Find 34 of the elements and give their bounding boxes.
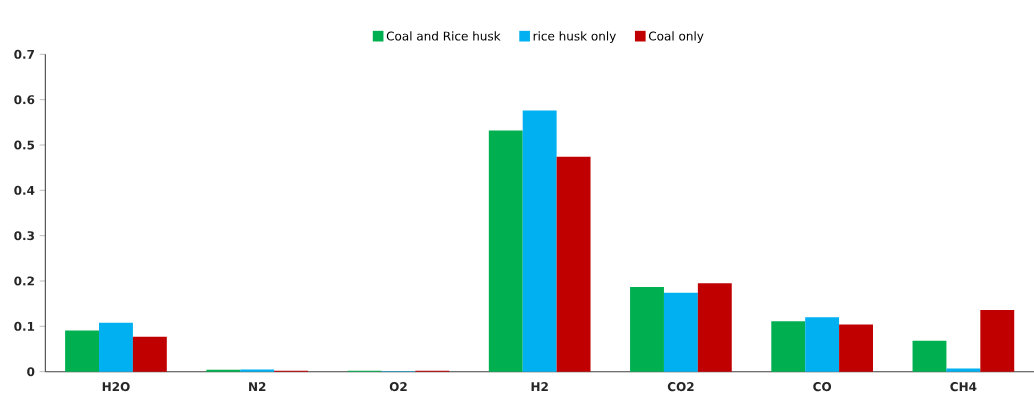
bar xyxy=(980,310,1015,372)
x-tick-label: O2 xyxy=(389,382,407,392)
legend-label: Coal only xyxy=(648,31,704,43)
y-tick-label: 0.4 xyxy=(14,185,35,195)
y-tick-label: 0.3 xyxy=(14,231,34,241)
bar xyxy=(805,317,840,372)
bar xyxy=(240,369,275,372)
bar xyxy=(132,336,167,372)
bar xyxy=(839,324,873,372)
x-tick-label: CH4 xyxy=(950,382,977,392)
bar xyxy=(771,321,806,372)
y-tick-label: 0.5 xyxy=(14,140,35,150)
bar xyxy=(488,130,523,372)
legend-label: rice husk only xyxy=(533,31,616,43)
bar xyxy=(99,322,133,372)
bar xyxy=(556,156,591,372)
bar xyxy=(697,283,732,372)
bar xyxy=(912,340,947,372)
y-tick-label: 0.1 xyxy=(14,321,35,331)
bar xyxy=(65,330,100,372)
x-tick-label: H2O xyxy=(102,382,130,392)
y-tick-label: 0.7 xyxy=(14,49,34,59)
x-tick-label: N2 xyxy=(249,382,266,391)
y-tick-label: 0 xyxy=(27,367,35,377)
bar xyxy=(663,292,698,372)
legend-label: Coal and Rice husk xyxy=(386,31,501,41)
x-tick-label: H2 xyxy=(531,382,548,391)
y-tick-label: 0.2 xyxy=(14,276,34,286)
x-tick-label: CO xyxy=(813,382,832,392)
bar xyxy=(630,286,664,372)
bar xyxy=(522,110,557,372)
bar xyxy=(946,368,981,372)
x-tick-label: CO2 xyxy=(667,382,694,392)
y-tick-label: 0.6 xyxy=(14,95,35,105)
